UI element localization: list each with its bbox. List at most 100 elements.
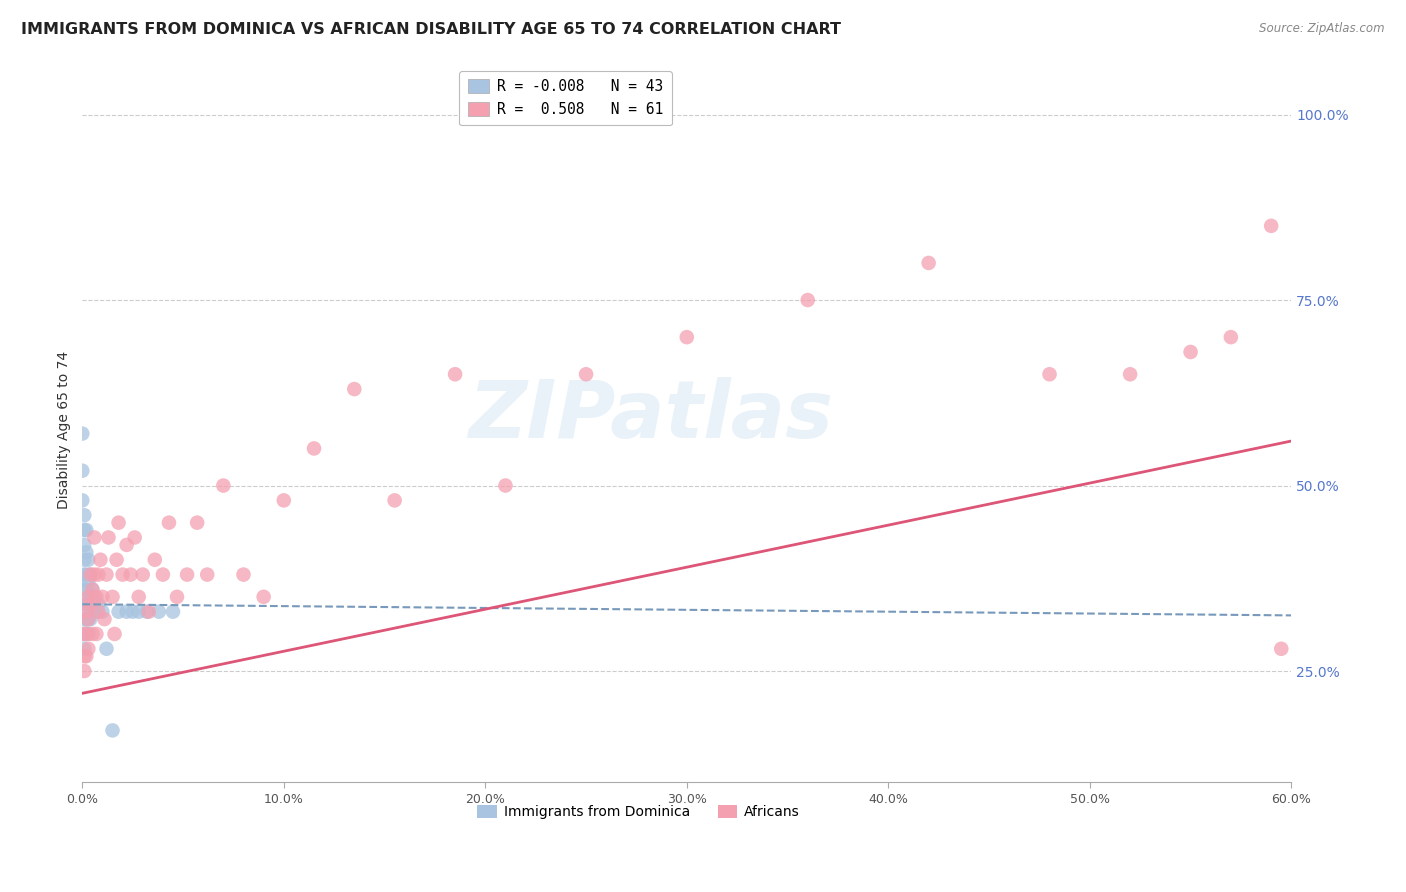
Point [132, 567, 155, 582]
Point [494, 478, 516, 492]
Point [232, 567, 254, 582]
Point [83, 567, 105, 582]
Point [101, 590, 124, 604]
Point [148, 605, 170, 619]
Point [73, 553, 96, 567]
Point [91, 590, 114, 604]
Point [73, 582, 96, 597]
Point [176, 567, 198, 582]
Point [796, 293, 818, 307]
Point [75, 597, 97, 611]
Point [82, 605, 104, 619]
Point [73, 567, 96, 582]
Point [73, 627, 96, 641]
Point [103, 627, 125, 641]
Point [83, 531, 105, 545]
Point [73, 538, 96, 552]
Point [77, 612, 100, 626]
Point [1260, 219, 1282, 233]
Point [73, 612, 96, 626]
Point [72, 464, 94, 478]
Point [79, 612, 101, 626]
Point [72, 426, 94, 441]
Point [1270, 641, 1292, 656]
Point [89, 553, 111, 567]
Point [111, 567, 134, 582]
Point [86, 605, 108, 619]
Point [96, 567, 118, 582]
Point [96, 641, 118, 656]
Point [73, 597, 96, 611]
Point [77, 590, 100, 604]
Point [91, 605, 114, 619]
Point [82, 627, 104, 641]
Point [575, 368, 598, 382]
Point [87, 597, 110, 611]
Point [75, 582, 97, 597]
Point [73, 649, 96, 664]
Point [77, 641, 100, 656]
Point [79, 567, 101, 582]
Point [143, 553, 166, 567]
Point [101, 723, 124, 738]
Text: ZIPatlas: ZIPatlas [468, 376, 832, 455]
Point [128, 605, 150, 619]
Point [675, 330, 697, 344]
Point [97, 531, 120, 545]
Point [917, 256, 939, 270]
Point [186, 516, 208, 530]
Point [73, 641, 96, 656]
Point [73, 523, 96, 537]
Point [121, 605, 143, 619]
Point [73, 627, 96, 641]
Point [195, 567, 218, 582]
Point [93, 612, 115, 626]
Point [105, 553, 128, 567]
Point [384, 493, 406, 508]
Point [1119, 368, 1142, 382]
Point [87, 605, 110, 619]
Point [115, 538, 138, 552]
Point [75, 627, 97, 641]
Point [86, 627, 108, 641]
Point [82, 582, 104, 597]
Point [75, 545, 97, 559]
Point [162, 605, 184, 619]
Point [77, 627, 100, 641]
Point [343, 382, 366, 396]
Point [302, 442, 325, 456]
Point [79, 597, 101, 611]
Point [1219, 330, 1241, 344]
Point [83, 590, 105, 604]
Point [124, 531, 146, 545]
Point [79, 590, 101, 604]
Point [120, 567, 142, 582]
Point [72, 493, 94, 508]
Point [166, 590, 188, 604]
Text: IMMIGRANTS FROM DOMINICA VS AFRICAN DISABILITY AGE 65 TO 74 CORRELATION CHART: IMMIGRANTS FROM DOMINICA VS AFRICAN DISA… [21, 22, 841, 37]
Point [138, 605, 160, 619]
Point [115, 605, 138, 619]
Point [86, 590, 108, 604]
Point [87, 567, 110, 582]
Point [212, 478, 235, 492]
Legend: Immigrants from Dominica, Africans: Immigrants from Dominica, Africans [471, 799, 806, 825]
Point [73, 664, 96, 678]
Point [107, 516, 129, 530]
Text: Source: ZipAtlas.com: Source: ZipAtlas.com [1260, 22, 1385, 36]
Point [273, 493, 295, 508]
Point [75, 627, 97, 641]
Y-axis label: Disability Age 65 to 74: Disability Age 65 to 74 [58, 351, 72, 509]
Point [75, 605, 97, 619]
Point [75, 567, 97, 582]
Point [444, 368, 467, 382]
Point [128, 590, 150, 604]
Point [1038, 368, 1060, 382]
Point [77, 597, 100, 611]
Point [77, 612, 100, 626]
Point [75, 612, 97, 626]
Point [73, 508, 96, 523]
Point [152, 567, 174, 582]
Point [79, 567, 101, 582]
Point [157, 516, 180, 530]
